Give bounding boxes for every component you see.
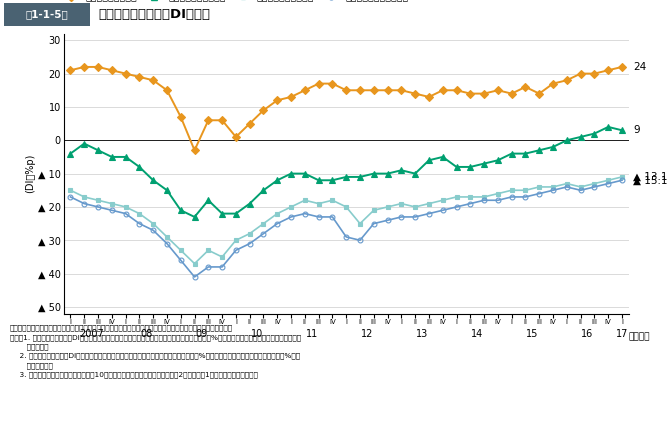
Text: 12: 12 [361,328,373,339]
Text: 24: 24 [633,62,646,72]
Text: 14: 14 [471,328,483,339]
Text: 15: 15 [526,328,539,339]
Text: ▲ 13.1: ▲ 13.1 [633,172,668,182]
Text: 16: 16 [581,328,593,339]
Text: 11: 11 [306,328,318,339]
Text: 資料：日本銀行「全国企業短期経済観測調査」、中小企業庁・（独）中小企業基盤整備機構「中小企業景況調査」
（注）1. 日銀短観の資金繰りDIは、資金繰りの状況につ: 資料：日本銀行「全国企業短期経済観測調査」、中小企業庁・（独）中小企業基盤整備機… [10,325,301,378]
Text: ▲ 15.1: ▲ 15.1 [633,175,668,185]
Text: 10: 10 [250,328,263,339]
Text: 2007: 2007 [79,328,104,339]
Legend: 大企業（日銀短観）, 中小企業（日銀短観）, 中小企業（景況調査）, 小規模企業（景況調査）: 大企業（日銀短観）, 中小企業（日銀短観）, 中小企業（景況調査）, 小規模企業… [57,0,413,6]
Text: （年期）: （年期） [629,332,650,341]
Text: 第1-1-5図: 第1-1-5図 [25,9,68,20]
Y-axis label: (DI、%p): (DI、%p) [25,154,35,193]
Text: 企業規模別資金繰りDIの推移: 企業規模別資金繰りDIの推移 [98,8,210,21]
Text: 13: 13 [416,328,428,339]
Text: 09: 09 [195,328,207,339]
Text: 17: 17 [615,328,628,339]
FancyBboxPatch shape [4,3,90,26]
Text: 08: 08 [140,328,153,339]
Text: 9: 9 [633,125,640,135]
